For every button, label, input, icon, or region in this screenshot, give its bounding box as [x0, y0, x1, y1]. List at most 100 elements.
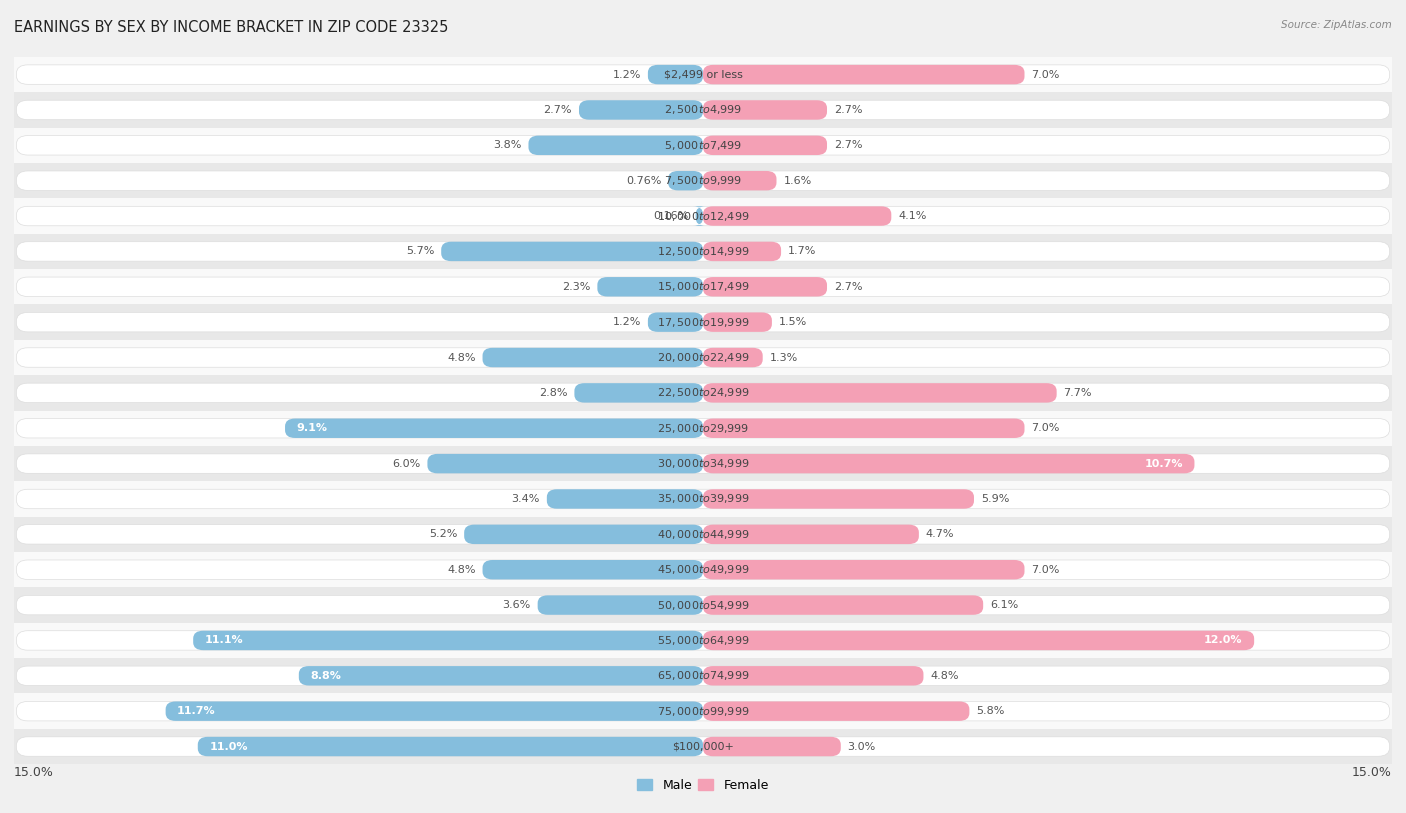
- FancyBboxPatch shape: [529, 136, 703, 155]
- FancyBboxPatch shape: [299, 666, 703, 685]
- FancyBboxPatch shape: [703, 277, 827, 297]
- FancyBboxPatch shape: [703, 702, 969, 721]
- Bar: [14, 92, 1392, 128]
- FancyBboxPatch shape: [17, 171, 1389, 190]
- Text: 2.7%: 2.7%: [544, 105, 572, 115]
- Bar: [14, 57, 1392, 92]
- FancyBboxPatch shape: [17, 631, 1389, 650]
- FancyBboxPatch shape: [17, 312, 1389, 332]
- Bar: [14, 623, 1392, 658]
- FancyBboxPatch shape: [427, 454, 703, 473]
- FancyBboxPatch shape: [703, 595, 983, 615]
- FancyBboxPatch shape: [166, 702, 703, 721]
- FancyBboxPatch shape: [17, 65, 1389, 85]
- FancyBboxPatch shape: [598, 277, 703, 297]
- Text: 11.0%: 11.0%: [209, 741, 247, 751]
- FancyBboxPatch shape: [703, 666, 924, 685]
- FancyBboxPatch shape: [703, 207, 891, 226]
- FancyBboxPatch shape: [17, 489, 1389, 509]
- Text: 6.1%: 6.1%: [990, 600, 1018, 610]
- Text: $25,000 to $29,999: $25,000 to $29,999: [657, 422, 749, 435]
- FancyBboxPatch shape: [703, 65, 1025, 85]
- Bar: [14, 587, 1392, 623]
- Text: 12.0%: 12.0%: [1204, 636, 1243, 646]
- FancyBboxPatch shape: [703, 419, 1025, 438]
- FancyBboxPatch shape: [703, 383, 1057, 402]
- FancyBboxPatch shape: [579, 100, 703, 120]
- Text: 7.7%: 7.7%: [1063, 388, 1092, 398]
- Bar: [14, 128, 1392, 163]
- Bar: [14, 375, 1392, 411]
- Text: $50,000 to $54,999: $50,000 to $54,999: [657, 598, 749, 611]
- FancyBboxPatch shape: [703, 348, 762, 367]
- Text: 4.8%: 4.8%: [931, 671, 959, 680]
- FancyBboxPatch shape: [17, 702, 1389, 721]
- Text: $40,000 to $44,999: $40,000 to $44,999: [657, 528, 749, 541]
- FancyBboxPatch shape: [703, 136, 827, 155]
- Text: 6.0%: 6.0%: [392, 459, 420, 468]
- Text: $65,000 to $74,999: $65,000 to $74,999: [657, 669, 749, 682]
- FancyBboxPatch shape: [703, 737, 841, 756]
- Text: 1.2%: 1.2%: [613, 70, 641, 80]
- FancyBboxPatch shape: [482, 560, 703, 580]
- Bar: [14, 269, 1392, 304]
- FancyBboxPatch shape: [198, 737, 703, 756]
- Text: Source: ZipAtlas.com: Source: ZipAtlas.com: [1281, 20, 1392, 30]
- Text: 9.1%: 9.1%: [297, 424, 328, 433]
- FancyBboxPatch shape: [17, 666, 1389, 685]
- Text: $2,500 to $4,999: $2,500 to $4,999: [664, 103, 742, 116]
- FancyBboxPatch shape: [575, 383, 703, 402]
- Text: 1.3%: 1.3%: [769, 353, 797, 363]
- Text: 2.7%: 2.7%: [834, 282, 862, 292]
- Text: $75,000 to $99,999: $75,000 to $99,999: [657, 705, 749, 718]
- Text: 5.7%: 5.7%: [406, 246, 434, 256]
- FancyBboxPatch shape: [17, 595, 1389, 615]
- Text: $12,500 to $14,999: $12,500 to $14,999: [657, 245, 749, 258]
- Bar: [14, 163, 1392, 198]
- FancyBboxPatch shape: [464, 524, 703, 544]
- Text: 3.6%: 3.6%: [502, 600, 531, 610]
- Text: $20,000 to $22,499: $20,000 to $22,499: [657, 351, 749, 364]
- Text: 7.0%: 7.0%: [1032, 424, 1060, 433]
- FancyBboxPatch shape: [693, 207, 706, 226]
- Bar: [14, 481, 1392, 517]
- Text: 7.0%: 7.0%: [1032, 70, 1060, 80]
- Bar: [14, 552, 1392, 587]
- Text: $22,500 to $24,999: $22,500 to $24,999: [657, 386, 749, 399]
- Text: 4.8%: 4.8%: [447, 353, 475, 363]
- Bar: [14, 693, 1392, 729]
- Text: 8.8%: 8.8%: [311, 671, 342, 680]
- Text: 0.16%: 0.16%: [654, 211, 689, 221]
- Text: $35,000 to $39,999: $35,000 to $39,999: [657, 493, 749, 506]
- FancyBboxPatch shape: [703, 312, 772, 332]
- FancyBboxPatch shape: [703, 489, 974, 509]
- Bar: [14, 304, 1392, 340]
- Text: $55,000 to $64,999: $55,000 to $64,999: [657, 634, 749, 647]
- Text: 1.6%: 1.6%: [783, 176, 811, 185]
- FancyBboxPatch shape: [17, 383, 1389, 402]
- Text: 5.8%: 5.8%: [976, 706, 1005, 716]
- Text: 11.1%: 11.1%: [205, 636, 243, 646]
- Text: $30,000 to $34,999: $30,000 to $34,999: [657, 457, 749, 470]
- FancyBboxPatch shape: [17, 277, 1389, 297]
- FancyBboxPatch shape: [668, 171, 703, 190]
- FancyBboxPatch shape: [648, 65, 703, 85]
- FancyBboxPatch shape: [703, 100, 827, 120]
- Text: $45,000 to $49,999: $45,000 to $49,999: [657, 563, 749, 576]
- Text: EARNINGS BY SEX BY INCOME BRACKET IN ZIP CODE 23325: EARNINGS BY SEX BY INCOME BRACKET IN ZIP…: [14, 20, 449, 35]
- Bar: [14, 446, 1392, 481]
- FancyBboxPatch shape: [537, 595, 703, 615]
- Bar: [14, 198, 1392, 233]
- FancyBboxPatch shape: [441, 241, 703, 261]
- Text: 1.2%: 1.2%: [613, 317, 641, 327]
- FancyBboxPatch shape: [703, 171, 776, 190]
- Text: $5,000 to $7,499: $5,000 to $7,499: [664, 139, 742, 152]
- FancyBboxPatch shape: [193, 631, 703, 650]
- FancyBboxPatch shape: [703, 524, 920, 544]
- FancyBboxPatch shape: [17, 348, 1389, 367]
- FancyBboxPatch shape: [547, 489, 703, 509]
- FancyBboxPatch shape: [648, 312, 703, 332]
- FancyBboxPatch shape: [17, 560, 1389, 580]
- Text: 15.0%: 15.0%: [1353, 766, 1392, 779]
- Text: $2,499 or less: $2,499 or less: [664, 70, 742, 80]
